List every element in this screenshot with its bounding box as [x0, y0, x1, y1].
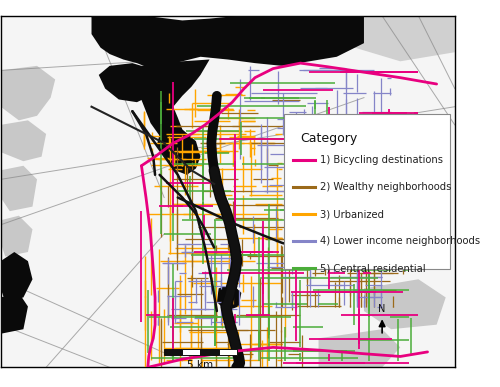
Text: 3) Urbanized: 3) Urbanized [320, 209, 384, 219]
Bar [218, 349, 237, 355]
Polygon shape [0, 216, 32, 257]
Text: 5 km: 5 km [188, 360, 214, 370]
Polygon shape [0, 293, 28, 334]
Polygon shape [217, 284, 242, 311]
Polygon shape [157, 129, 200, 175]
Polygon shape [99, 63, 155, 102]
Polygon shape [0, 252, 32, 302]
Text: 1) Bicycling destinations: 1) Bicycling destinations [320, 155, 443, 165]
Polygon shape [92, 16, 364, 68]
Polygon shape [364, 279, 446, 329]
Text: 5) Central residential: 5) Central residential [320, 263, 426, 273]
Text: Category: Category [300, 132, 358, 145]
Text: 4) Lower income neighborhoods: 4) Lower income neighborhoods [320, 236, 480, 246]
Polygon shape [0, 66, 55, 120]
Text: 2) Wealthy neighborhoods: 2) Wealthy neighborhoods [320, 182, 452, 192]
Polygon shape [273, 16, 364, 43]
Polygon shape [0, 166, 37, 211]
Bar [200, 349, 218, 355]
Bar [182, 349, 200, 355]
Polygon shape [0, 120, 46, 161]
Polygon shape [342, 16, 455, 61]
Polygon shape [318, 329, 400, 367]
Text: N: N [378, 304, 386, 314]
Bar [284, 114, 450, 269]
Bar [164, 349, 182, 355]
Polygon shape [135, 60, 210, 143]
